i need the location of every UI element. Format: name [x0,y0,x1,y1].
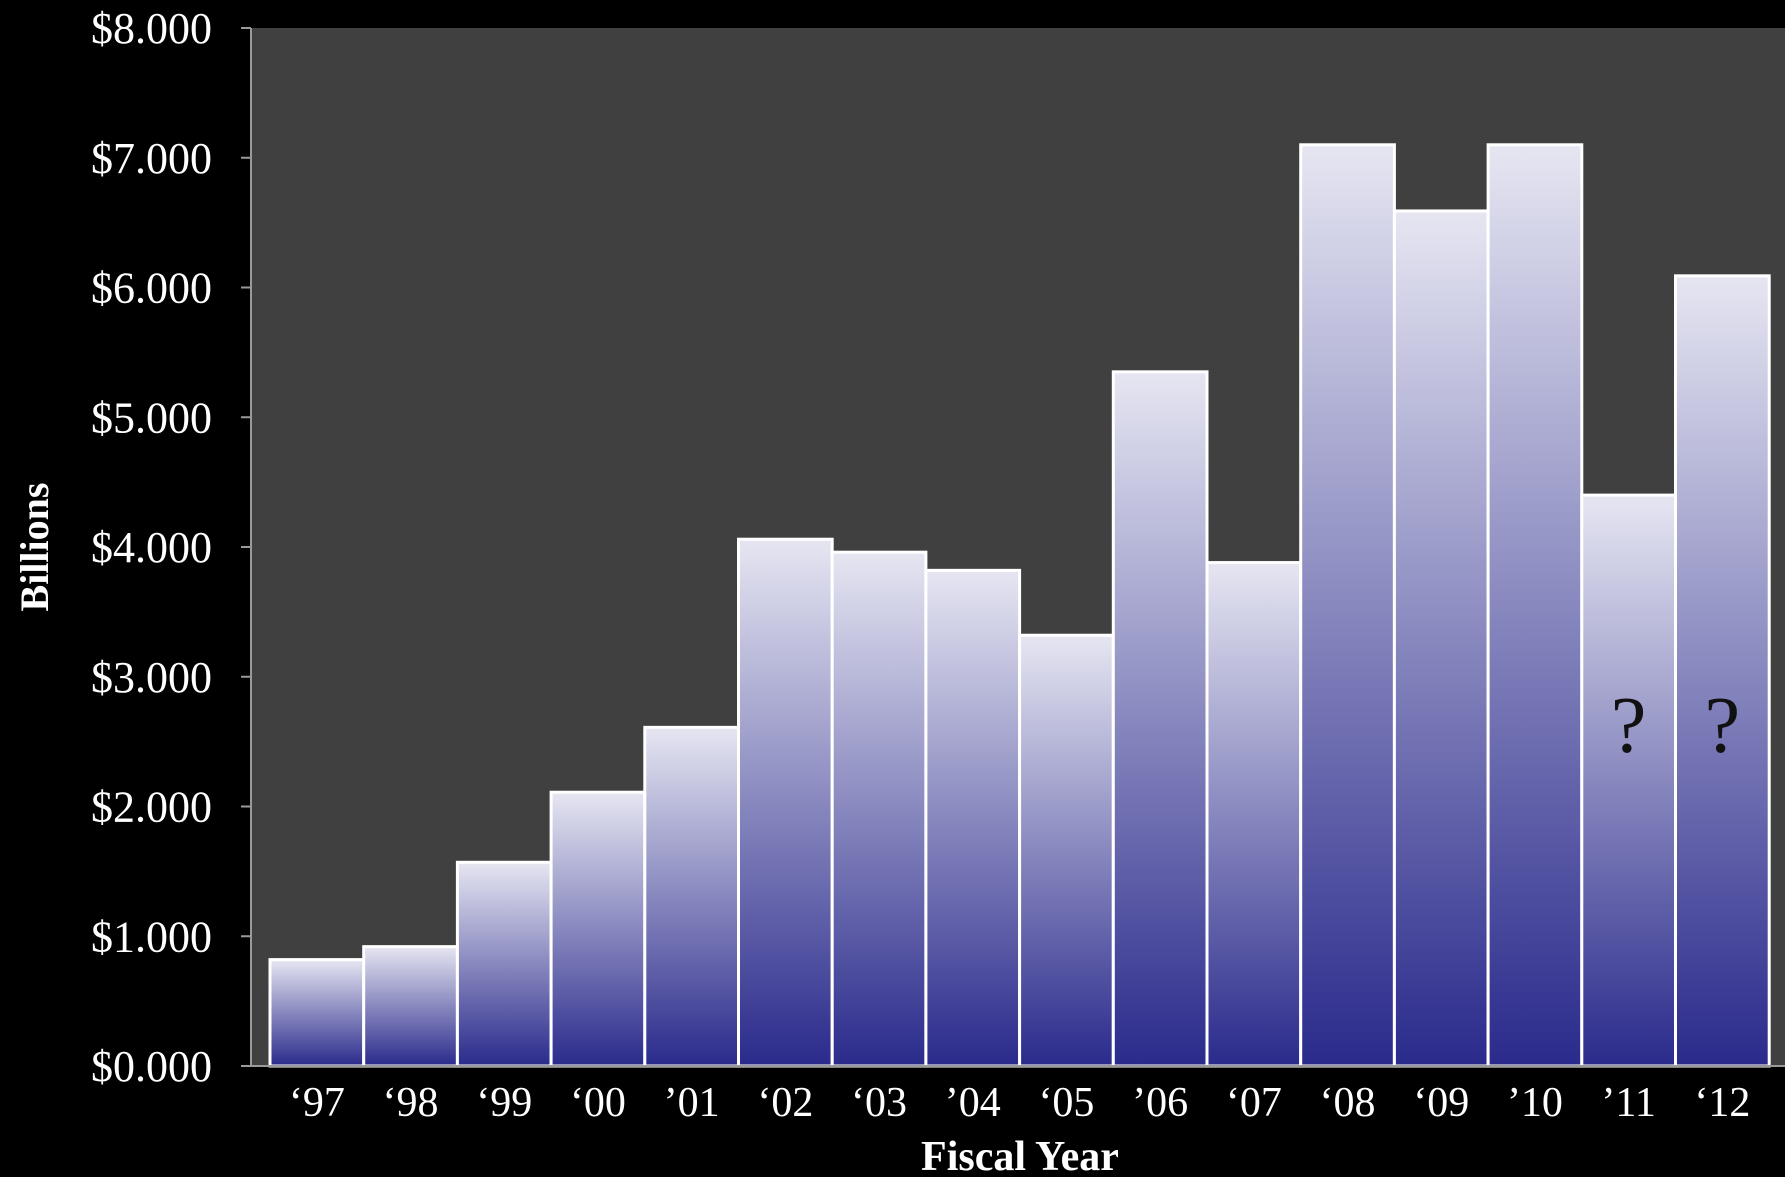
bar-annotation: ? [1611,682,1647,770]
x-tick-label: ’10 [1507,1080,1563,1126]
x-tick-label: ’11 [1601,1080,1655,1126]
bar [830,550,928,1068]
x-tick-label: ’06 [1132,1080,1188,1126]
x-axis-title: Fiscal Year [921,1134,1119,1177]
x-tick-label: ’01 [664,1080,720,1126]
y-axis-title: Billions [12,483,57,612]
bar [1111,370,1209,1068]
bar [268,958,366,1068]
y-tick-label: $3.000 [91,653,212,702]
bar [1580,493,1678,1068]
x-tick-label: ‘98 [383,1080,439,1126]
x-tick-label: ‘02 [757,1080,813,1126]
bar [643,725,740,1068]
x-tick-label: ‘08 [1320,1080,1376,1126]
bar [1392,209,1490,1068]
x-tick-label: ‘05 [1038,1080,1094,1126]
bar [1205,561,1303,1068]
bar [1674,274,1771,1068]
x-tick-label: ‘99 [476,1080,532,1126]
bar [1018,633,1115,1068]
x-tick-label: ‘03 [851,1080,907,1126]
x-tick-label: ‘07 [1226,1080,1282,1126]
bar [737,537,834,1068]
bar [1299,143,1396,1068]
y-axis: $0.000 $1.000 $2.000 $3.000 $4.000 $5.000 $6.0… [91,4,252,1091]
y-tick-label: $4.000 [91,523,212,572]
bars [268,143,1771,1068]
x-tick-label: ‘00 [570,1080,626,1126]
bar [549,790,647,1068]
y-tick-label: $0.000 [91,1042,212,1091]
bar [362,945,459,1068]
y-tick-label: $7.000 [91,134,212,183]
bar-annotation: ? [1705,682,1741,770]
bar [455,860,553,1068]
y-tick-label: $2.000 [91,783,212,832]
x-axis: ‘97 ‘98 ‘99 ‘00 ’01 ‘02 ‘03 ’04 ‘05 ’06 ‘07 ‘08 ‘09 ’… [251,1065,1785,1126]
x-tick-label: ’04 [945,1080,1001,1126]
y-tick-label: $5.000 [91,393,212,442]
x-tick-label: ‘97 [289,1080,345,1126]
y-tick-label: $1.000 [91,912,212,961]
x-tick-label: ‘09 [1413,1080,1469,1126]
bar [924,568,1022,1068]
y-tick-label: $8.000 [91,4,212,53]
y-tick-label: $6.000 [91,264,212,313]
annotations: ?? [1611,682,1740,770]
x-tick-label: ‘12 [1694,1080,1750,1126]
bar [1486,143,1584,1068]
